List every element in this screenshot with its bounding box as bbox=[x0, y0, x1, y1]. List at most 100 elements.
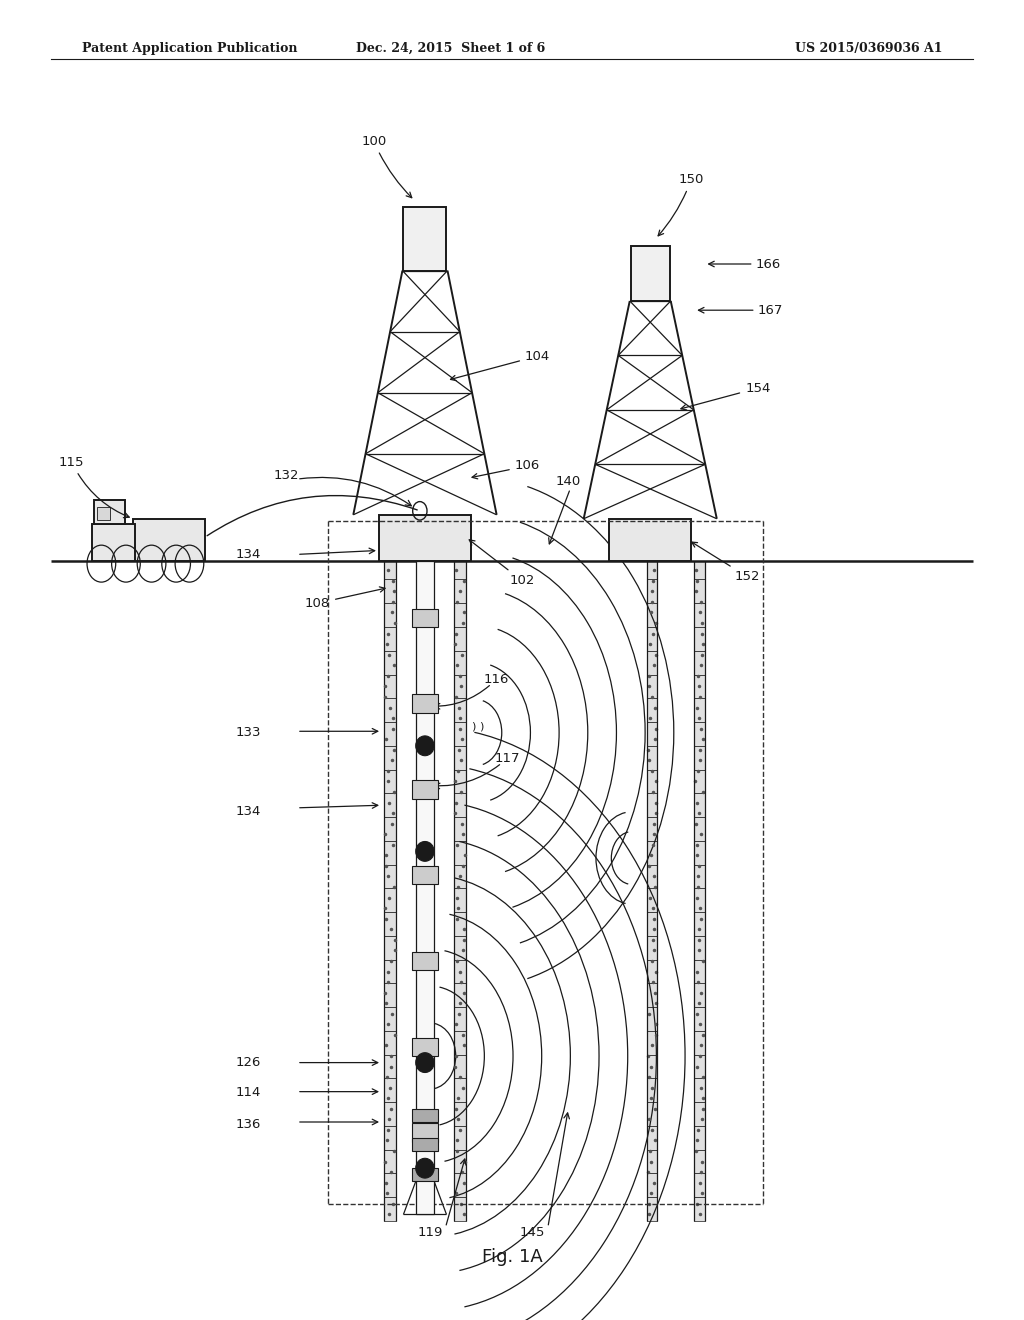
Bar bbox=[133, 519, 205, 561]
Text: 104: 104 bbox=[451, 350, 550, 380]
Bar bbox=[416, 561, 434, 1214]
Bar bbox=[384, 746, 396, 770]
Bar bbox=[384, 675, 396, 698]
Bar bbox=[647, 675, 657, 698]
Bar bbox=[647, 603, 657, 627]
Text: ): ) bbox=[471, 722, 475, 733]
Text: 102: 102 bbox=[469, 540, 535, 587]
Bar bbox=[384, 561, 396, 579]
Bar bbox=[403, 207, 446, 271]
Bar bbox=[384, 1007, 396, 1031]
Bar bbox=[694, 1031, 705, 1055]
Text: Patent Application Publication: Patent Application Publication bbox=[82, 42, 297, 55]
Bar bbox=[454, 960, 466, 983]
Bar bbox=[384, 603, 396, 627]
Bar bbox=[384, 651, 396, 675]
Bar bbox=[694, 770, 705, 793]
Text: ): ) bbox=[479, 722, 483, 733]
Bar bbox=[694, 1078, 705, 1102]
Bar bbox=[647, 561, 657, 579]
Ellipse shape bbox=[416, 842, 434, 861]
Text: 167: 167 bbox=[758, 304, 783, 317]
Bar bbox=[647, 579, 657, 603]
Bar bbox=[647, 651, 657, 675]
Bar bbox=[694, 817, 705, 841]
Bar bbox=[384, 1150, 396, 1173]
Bar bbox=[647, 1173, 657, 1197]
Bar bbox=[454, 841, 466, 865]
Bar bbox=[694, 793, 705, 817]
Bar bbox=[384, 817, 396, 841]
Bar bbox=[454, 1031, 466, 1055]
Bar bbox=[384, 912, 396, 936]
Text: 133: 133 bbox=[236, 726, 261, 739]
Bar bbox=[384, 1197, 396, 1221]
Bar bbox=[384, 1102, 396, 1126]
Bar bbox=[694, 888, 705, 912]
Bar bbox=[454, 579, 466, 603]
Bar bbox=[694, 675, 705, 698]
Text: 136: 136 bbox=[236, 1118, 261, 1131]
Bar bbox=[454, 561, 466, 579]
Text: 166: 166 bbox=[756, 257, 781, 271]
Bar bbox=[647, 912, 657, 936]
Bar bbox=[412, 866, 438, 884]
Bar bbox=[454, 936, 466, 960]
Bar bbox=[454, 865, 466, 888]
Text: 145: 145 bbox=[520, 1226, 545, 1239]
Bar bbox=[694, 651, 705, 675]
Bar bbox=[694, 561, 705, 579]
Bar bbox=[647, 770, 657, 793]
Text: 152: 152 bbox=[691, 543, 760, 583]
Bar bbox=[694, 841, 705, 865]
Text: 108: 108 bbox=[305, 587, 385, 610]
Bar bbox=[454, 675, 466, 698]
Bar bbox=[454, 983, 466, 1007]
Bar bbox=[454, 746, 466, 770]
Bar bbox=[694, 603, 705, 627]
Bar bbox=[454, 912, 466, 936]
Bar bbox=[384, 793, 396, 817]
Bar bbox=[694, 1102, 705, 1126]
Bar bbox=[647, 1078, 657, 1102]
Bar bbox=[647, 698, 657, 722]
Bar bbox=[647, 627, 657, 651]
Bar bbox=[384, 579, 396, 603]
Bar bbox=[647, 1150, 657, 1173]
Bar bbox=[384, 1055, 396, 1078]
Bar bbox=[454, 1078, 466, 1102]
Bar bbox=[97, 507, 110, 520]
Bar bbox=[454, 1007, 466, 1031]
Bar bbox=[454, 817, 466, 841]
Text: 117: 117 bbox=[495, 752, 519, 766]
Bar bbox=[384, 960, 396, 983]
Bar bbox=[412, 1138, 438, 1151]
Bar bbox=[92, 524, 135, 561]
Bar bbox=[454, 793, 466, 817]
Bar bbox=[384, 1173, 396, 1197]
Bar bbox=[454, 1150, 466, 1173]
Ellipse shape bbox=[416, 1159, 434, 1179]
Text: 140: 140 bbox=[556, 475, 581, 488]
Bar bbox=[384, 770, 396, 793]
Bar bbox=[384, 936, 396, 960]
Bar bbox=[454, 1102, 466, 1126]
Bar bbox=[384, 983, 396, 1007]
Text: 114: 114 bbox=[236, 1086, 261, 1100]
Ellipse shape bbox=[416, 737, 434, 755]
Bar bbox=[384, 888, 396, 912]
Bar bbox=[694, 983, 705, 1007]
Bar bbox=[694, 1007, 705, 1031]
Bar bbox=[694, 698, 705, 722]
Bar bbox=[384, 1078, 396, 1102]
Bar bbox=[454, 1173, 466, 1197]
Text: Dec. 24, 2015  Sheet 1 of 6: Dec. 24, 2015 Sheet 1 of 6 bbox=[356, 42, 545, 55]
Bar bbox=[694, 1197, 705, 1221]
Text: 132: 132 bbox=[274, 469, 299, 482]
Bar bbox=[412, 1109, 438, 1122]
Bar bbox=[412, 780, 438, 799]
Text: 100: 100 bbox=[361, 135, 412, 198]
Text: 134: 134 bbox=[236, 548, 261, 561]
Bar bbox=[94, 500, 125, 524]
Bar bbox=[412, 1168, 438, 1181]
